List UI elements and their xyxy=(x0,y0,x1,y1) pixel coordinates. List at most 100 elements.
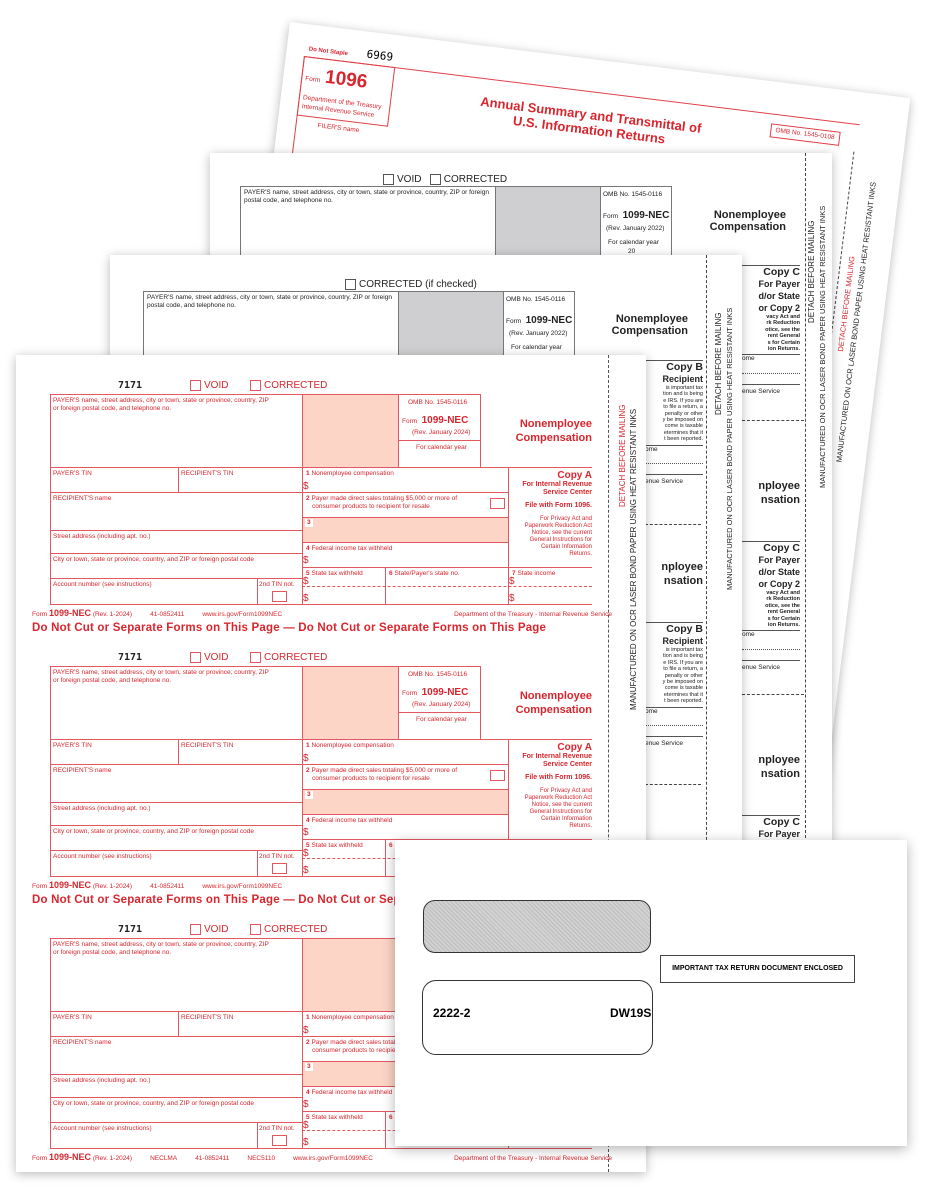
notice-line: etermines that it xyxy=(663,691,703,698)
account-label: Account number (see instructions) xyxy=(53,853,152,860)
notice-line: e IRS. If you are xyxy=(663,397,703,404)
corrected-label: CORRECTED xyxy=(264,924,328,936)
notice-line: Paperwork Reduction Act xyxy=(524,795,592,802)
street-label: Street address (including apt. no.) xyxy=(53,805,151,812)
corrected-checkbox[interactable] xyxy=(250,652,261,663)
corrected-label: CORRECTED (if checked) xyxy=(359,279,477,291)
revision: (Rev. January 2024) xyxy=(412,429,471,436)
payer-label-cont: or foreign postal code, and telephone no… xyxy=(53,677,172,684)
void-checkbox[interactable] xyxy=(190,924,201,935)
form-code: 7171 xyxy=(118,924,143,935)
calendar-year: For calendar year xyxy=(416,716,467,723)
do-not-cut-notice: Do Not Cut or Separate Forms on This Pag… xyxy=(32,621,547,634)
notice-line: to file a return, a xyxy=(663,666,703,673)
payer-label: PAYER'S name, street address, city or to… xyxy=(244,189,489,204)
notice-line: Certain Information xyxy=(540,544,592,551)
box1-label: Nonemployee compensation xyxy=(311,1014,394,1021)
box3-label: 3 xyxy=(305,791,313,799)
box2-label: Payer made direct sales totaling $5,000 … xyxy=(311,1039,458,1046)
dollar-sign: $ xyxy=(303,1025,309,1036)
form-code: 7171 xyxy=(118,652,143,663)
form-number: 1099-NEC xyxy=(525,315,573,326)
second-tin-checkbox[interactable] xyxy=(272,591,287,602)
void-label: VOID xyxy=(204,380,229,392)
payer-label: PAYER'S name, street address, city or to… xyxy=(53,397,269,404)
box2-label: Payer made direct sales totaling $5,000 … xyxy=(311,495,458,502)
box2-label-cont: consumer products to recipient for resal… xyxy=(312,503,430,510)
notice-line: Notice, see the current xyxy=(531,530,592,537)
notice-line: For Privacy Act and xyxy=(539,788,592,795)
form-footer: Form 1099-NEC (Rev. 1-2024) 41-0852411 www… xyxy=(32,608,612,634)
second-tin-label: 2nd TIN not. xyxy=(259,853,295,860)
second-tin-label: 2nd TIN not. xyxy=(259,581,295,588)
copy-b-strip: Copy B Recipient is important tax tion and … xyxy=(645,360,703,486)
payer-tin-label: PAYER'S TIN xyxy=(53,470,92,477)
envelope-code-right: DW19S xyxy=(610,1006,652,1020)
notice-line: Returns. xyxy=(569,551,592,558)
notice-line: y be imposed on xyxy=(662,417,703,424)
recipient-window xyxy=(422,980,653,1055)
void-checkbox[interactable] xyxy=(190,380,201,391)
notice-line: rent General xyxy=(767,609,800,616)
calendar-year: For calendar year xyxy=(608,239,659,246)
payer-label: PAYER'S name, street address, city or to… xyxy=(53,669,269,676)
dollar-sign: $ xyxy=(303,481,309,492)
recipient-tin-label: RECIPIENT'S TIN xyxy=(181,470,234,477)
notice-line: rk Reduction xyxy=(766,596,800,603)
notice-line: Returns. xyxy=(569,823,592,830)
notice-line: tion and is being xyxy=(662,391,703,398)
detach-notice: DETACH BEFORE MAILING xyxy=(714,312,723,415)
recipient-name-label: RECIPIENT'S name xyxy=(53,1039,112,1046)
notice-line: s for Certain xyxy=(767,615,800,622)
recipient-name-label: RECIPIENT'S name xyxy=(53,767,112,774)
corrected-checkbox[interactable] xyxy=(250,924,261,935)
notice-line: Paperwork Reduction Act xyxy=(524,523,592,530)
box1-label: Nonemployee compensation xyxy=(311,742,394,749)
street-label: Street address (including apt. no.) xyxy=(53,1077,151,1084)
form-number: 1096 xyxy=(323,66,369,93)
copy-a-panel: Copy A For Internal Revenue Service Cent… xyxy=(510,470,592,558)
year-prefix: 20 xyxy=(628,248,636,255)
omb-number: OMB No. 1545-0116 xyxy=(408,671,468,678)
omb-number: OMB No. 1545-0116 xyxy=(408,399,468,406)
notice-line: to file a return, a xyxy=(663,404,703,411)
envelope-code-left: 2222-2 xyxy=(433,1006,471,1020)
payer-label-cont: or foreign postal code, and telephone no… xyxy=(53,405,172,412)
notice-line: is important tax xyxy=(665,385,703,391)
notice-line: For Privacy Act and xyxy=(539,516,592,523)
corrected-checkbox[interactable] xyxy=(250,380,261,391)
notice-line: is important tax xyxy=(665,647,703,653)
notice-line: etermines that it xyxy=(663,429,703,436)
second-tin-checkbox[interactable] xyxy=(272,863,287,874)
form-number: 1099-NEC xyxy=(421,415,469,426)
box2-checkbox[interactable] xyxy=(490,498,505,509)
form-label: Form xyxy=(304,75,321,85)
form-code: 6969 xyxy=(365,47,394,64)
second-tin-checkbox[interactable] xyxy=(272,1135,287,1146)
notice-line: rk Reduction xyxy=(766,320,800,327)
corrected-label: CORRECTED xyxy=(264,652,328,664)
omb-number: OMB No. 1545-0116 xyxy=(603,191,663,198)
notice-line: vacy Act and xyxy=(766,590,800,596)
notice-line: ion Returns. xyxy=(767,346,800,353)
revision: (Rev. January 2022) xyxy=(509,330,568,337)
return-address-window xyxy=(423,900,651,953)
box4-label: Federal income tax withheld xyxy=(311,1089,393,1096)
form-number: 1099-NEC xyxy=(421,687,469,698)
notice-line: vacy Act and xyxy=(766,314,800,320)
box4-label: Federal income tax withheld xyxy=(311,545,393,552)
recipient-tin-label: RECIPIENT'S TIN xyxy=(181,742,234,749)
second-tin-label: 2nd TIN not. xyxy=(259,1125,295,1132)
notice-line: otice, see the xyxy=(765,602,800,609)
notice-line: t been reported. xyxy=(664,698,703,705)
box2-checkbox[interactable] xyxy=(490,770,505,781)
payer-label-cont: or foreign postal code, and telephone no… xyxy=(53,949,172,956)
box4-label: Federal income tax withheld xyxy=(311,817,393,824)
box7-label: State income xyxy=(517,570,556,577)
form-number: 1099-NEC xyxy=(622,210,670,221)
calendar-year: For calendar year xyxy=(416,444,467,451)
envelope: 2222-2 DW19S IMPORTANT TAX RETURN DOCUME… xyxy=(395,840,907,1146)
void-checkbox[interactable] xyxy=(190,652,201,663)
